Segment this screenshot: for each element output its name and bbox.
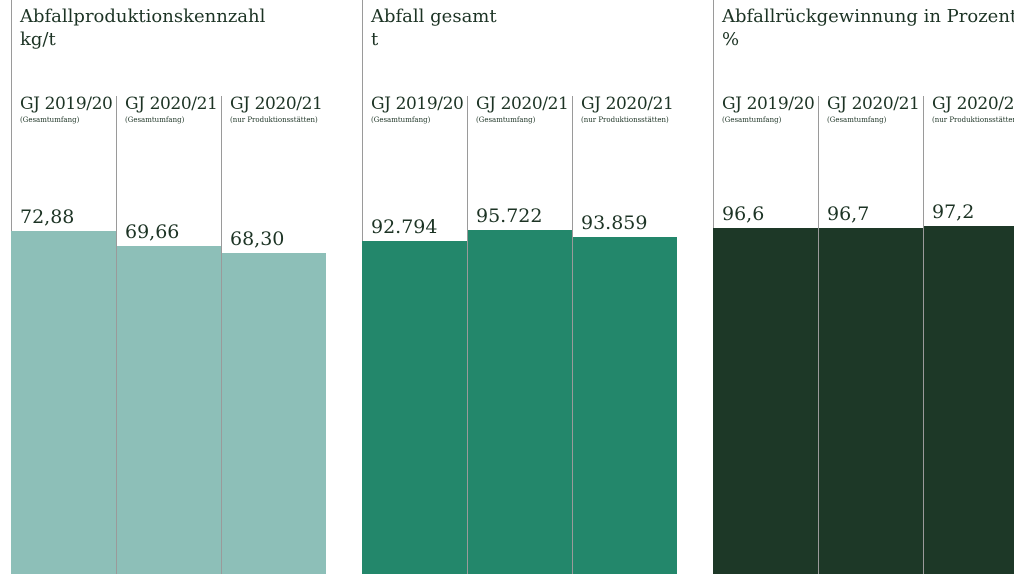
data-label: 96,7: [827, 203, 870, 225]
chart-panel-waste-recovery: Abfallrückgewinnung in Prozent % GJ 2019…: [713, 0, 1014, 574]
category-label: GJ 2020/21: [125, 94, 218, 114]
chart-title: Abfall gesamt: [371, 6, 497, 27]
data-label: 72,88: [20, 206, 75, 228]
chart-unit: %: [722, 29, 740, 50]
column-divider: [467, 96, 468, 574]
chart-panel-total-waste: Abfall gesamt t GJ 2019/20 (Gesamtumfang)…: [362, 0, 678, 574]
bar: [819, 228, 923, 574]
category-sublabel: (nur Produktionsstätten): [230, 116, 318, 124]
data-label: 68,30: [230, 228, 285, 250]
bar-column: GJ 2020/21 (nur Produktionsstätten) 93.859: [572, 0, 677, 574]
data-label: 96,6: [722, 203, 765, 225]
bar-column: GJ 2019/20 (Gesamtumfang) 72,88: [11, 0, 116, 574]
bar: [11, 231, 116, 574]
category-label: GJ 2020/21: [476, 94, 569, 114]
category-label: GJ 2019/20: [20, 94, 113, 114]
chart-unit: kg/t: [20, 29, 56, 50]
category-label: GJ 2020/21: [230, 94, 323, 114]
data-label: 69,66: [125, 221, 180, 243]
bar: [573, 237, 677, 574]
category-label: GJ 2019/20: [722, 94, 815, 114]
category-label: GJ 2020/2: [932, 94, 1014, 114]
column-divider: [221, 96, 222, 574]
bar-column: GJ 2020/2 (nur Produktionsstätten) 97,2: [923, 0, 1014, 574]
bar-column: GJ 2019/20 (Gesamtumfang) 92.794: [362, 0, 467, 574]
category-sublabel: (Gesamtumfang): [125, 116, 185, 124]
column-divider: [572, 96, 573, 574]
category-sublabel: (Gesamtumfang): [827, 116, 887, 124]
category-sublabel: (Gesamtumfang): [476, 116, 536, 124]
data-label: 95.722: [476, 205, 543, 227]
bar: [468, 230, 572, 574]
bar-column: GJ 2020/21 (Gesamtumfang) 96,7: [818, 0, 923, 574]
column-divider: [818, 96, 819, 574]
bar: [222, 253, 326, 574]
data-label: 92.794: [371, 216, 438, 238]
chart-panel-waste-index: Abfallproduktionskennzahl kg/t GJ 2019/2…: [11, 0, 327, 574]
category-sublabel: (Gesamtumfang): [371, 116, 431, 124]
category-sublabel: (Gesamtumfang): [20, 116, 80, 124]
category-sublabel: (Gesamtumfang): [722, 116, 782, 124]
bar-column: GJ 2019/20 (Gesamtumfang) 96,6: [713, 0, 818, 574]
chart-title: Abfallrückgewinnung in Prozent: [722, 6, 1014, 27]
chart-title: Abfallproduktionskennzahl: [20, 6, 266, 27]
category-label: GJ 2020/21: [827, 94, 920, 114]
category-sublabel: (nur Produktionsstätten): [932, 116, 1014, 124]
data-label: 93.859: [581, 212, 648, 234]
data-label: 97,2: [932, 201, 975, 223]
column-divider: [923, 96, 924, 574]
chart-unit: t: [371, 29, 379, 50]
bar: [117, 246, 221, 574]
bar: [362, 241, 467, 574]
column-divider: [116, 96, 117, 574]
category-sublabel: (nur Produktionsstätten): [581, 116, 669, 124]
category-label: GJ 2020/21: [581, 94, 674, 114]
category-label: GJ 2019/20: [371, 94, 464, 114]
bar-column: GJ 2020/21 (Gesamtumfang) 69,66: [116, 0, 221, 574]
bar: [924, 226, 1014, 574]
bar: [713, 228, 818, 574]
bar-column: GJ 2020/21 (nur Produktionsstätten) 68,30: [221, 0, 326, 574]
bar-column: GJ 2020/21 (Gesamtumfang) 95.722: [467, 0, 572, 574]
